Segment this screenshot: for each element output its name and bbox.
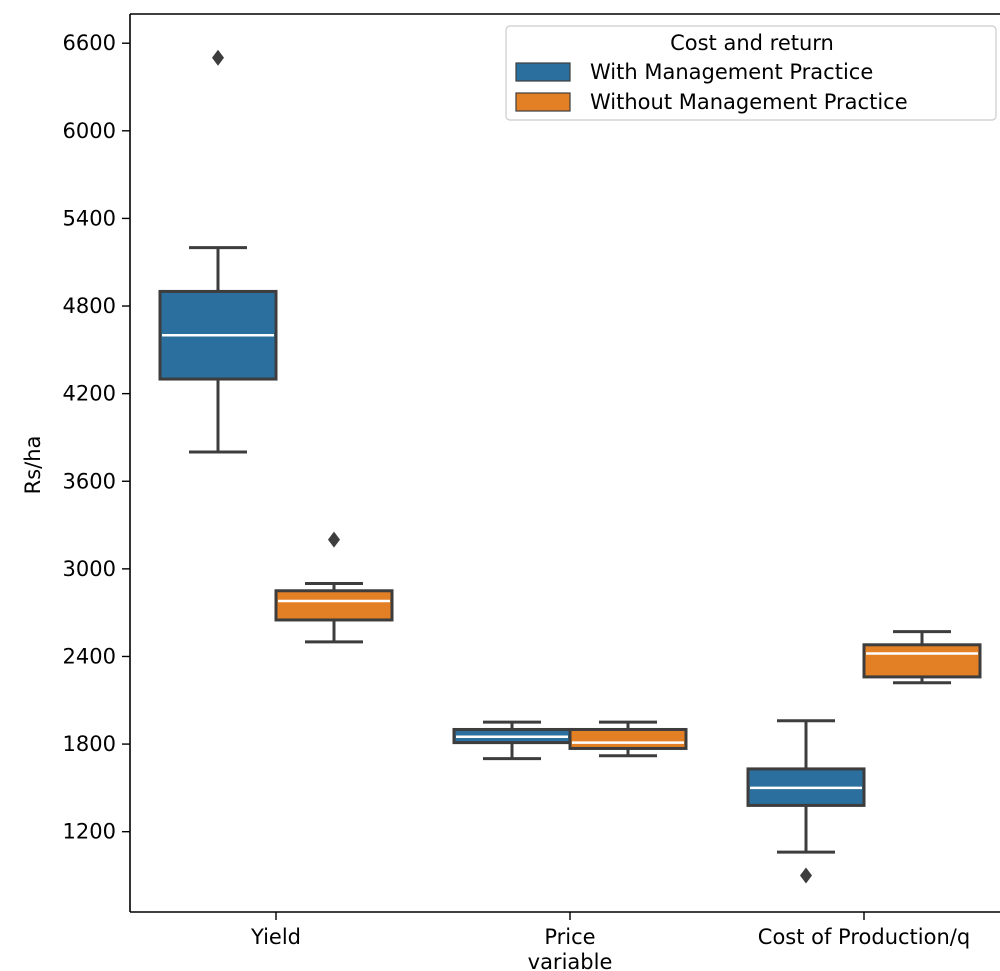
legend: With Management Practice Without Manageme… xyxy=(505,25,997,121)
y-tick-label: 6000 xyxy=(63,119,116,143)
y-tick-label: 2400 xyxy=(63,644,116,668)
y-tick-label: 3000 xyxy=(63,557,116,581)
y-tick-label: 4800 xyxy=(63,294,116,318)
x-axis-label: variable xyxy=(528,950,613,971)
box-series xyxy=(158,49,982,884)
iqr-box xyxy=(568,727,688,750)
x-tick-label: Yield xyxy=(250,925,301,949)
box-without-2 xyxy=(862,630,982,685)
box-without-0 xyxy=(274,531,394,644)
y-tick-label: 3600 xyxy=(63,469,116,493)
legend-entry: With Management Practice xyxy=(590,60,873,84)
legend-title: Cost and return xyxy=(670,31,834,55)
plot-area xyxy=(129,13,1000,913)
legend-swatch xyxy=(515,62,571,82)
legend-frame xyxy=(505,25,997,121)
y-tick-label: 1800 xyxy=(63,732,116,756)
outlier-point xyxy=(328,531,340,548)
y-axis-label: Rs/ha xyxy=(21,436,45,495)
y-tick-label: 5400 xyxy=(63,206,116,230)
iqr-box xyxy=(274,589,394,622)
y-tick-label: 4200 xyxy=(63,382,116,406)
box-with-0 xyxy=(158,49,278,454)
x-tick-label: Price xyxy=(544,925,595,949)
legend-entry: Without Management Practice xyxy=(590,90,908,114)
outlier-point xyxy=(800,867,812,884)
iqr-box xyxy=(862,643,982,679)
y-tick-label: 1200 xyxy=(63,820,116,844)
x-axis: Yield Price Cost of Production/q xyxy=(250,912,970,949)
legend-swatch xyxy=(515,92,571,112)
box-without-1 xyxy=(568,720,688,758)
x-tick-label: Cost of Production/q xyxy=(758,925,970,949)
outlier-point xyxy=(212,49,224,66)
box-with-2 xyxy=(746,719,866,884)
y-tick-label: 6600 xyxy=(63,31,116,55)
y-axis: 1200 1800 2400 3000 3600 4200 4800 5400 6000 6600 xyxy=(63,31,130,844)
box-with-1 xyxy=(452,720,572,761)
